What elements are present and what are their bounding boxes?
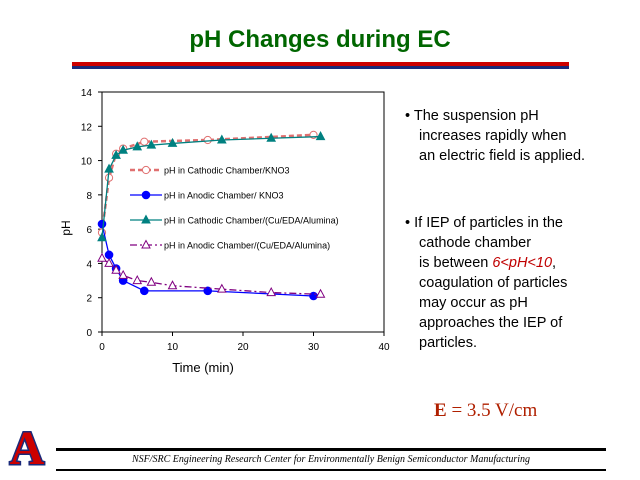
data-point (266, 132, 277, 142)
data-point (97, 232, 107, 242)
data-point (203, 135, 212, 145)
bullet-line: coagulation of particles (419, 275, 568, 291)
logo-letter: A (10, 424, 45, 470)
x-tick-label: 0 (99, 342, 105, 353)
data-point (97, 219, 107, 229)
legend-label: pH in Anodic Chamber/(Cu/EDA/Alumina) (164, 241, 330, 251)
footer-divider-top (56, 448, 606, 451)
data-point (217, 283, 227, 293)
data-point (146, 139, 157, 149)
legend-marker (141, 214, 151, 224)
data-point (315, 288, 326, 298)
bullet-line: increases rapidly when (419, 128, 567, 144)
y-tick-label: 0 (86, 328, 92, 339)
data-point (132, 141, 143, 151)
legend-marker (141, 239, 151, 249)
x-axis-label: Time (min) (172, 360, 234, 375)
legend-label: pH in Anodic Chamber/ KNO3 (164, 191, 284, 201)
data-point (111, 149, 121, 159)
bullet-line: • The suspension pH (405, 108, 539, 124)
x-tick-label: 40 (378, 342, 390, 353)
data-point (167, 280, 178, 290)
y-tick-label: 12 (81, 122, 93, 133)
ph-chart: 0 2 4 6 8 10 12 14 0 10 20 30 40 Time (min) pH pH in Ca… (59, 88, 390, 375)
legend-label: pH in Cathodic Chamber/KNO3 (164, 166, 290, 176)
bullet-line: cathode chamber (419, 235, 532, 251)
data-point (140, 286, 149, 296)
data-point (118, 144, 128, 154)
y-tick-label: 4 (86, 259, 92, 270)
legend-marker (141, 190, 151, 200)
legend-label: pH in Cathodic Chamber/(Cu/EDA/Alumina) (164, 216, 339, 226)
bullet-iep-coagulation: • If IEP of particles in the cathode cha… (405, 213, 567, 353)
data-point (104, 163, 114, 173)
slide-title: pH Changes during EC (189, 26, 451, 53)
y-tick-label: 8 (86, 191, 92, 202)
data-point (118, 269, 128, 279)
series-line (101, 135, 321, 238)
data-point (140, 137, 149, 146)
data-point (167, 137, 178, 147)
highlight-prefix: is between (419, 255, 493, 271)
data-point (111, 264, 121, 274)
highlight-suffix: , (552, 255, 557, 271)
data-point (266, 287, 277, 297)
bullet-line: • If IEP of particles in the (405, 215, 563, 231)
footer-divider-bottom (56, 469, 606, 471)
data-point (203, 286, 213, 296)
data-point (132, 275, 143, 285)
y-tick-label: 14 (81, 88, 93, 99)
ph-range-highlight: 6<pH<10 (492, 255, 553, 271)
title-divider-blue (72, 66, 569, 69)
legend-marker (141, 165, 151, 175)
x-tick-label: 20 (237, 342, 249, 353)
plot-area (101, 91, 385, 333)
data-point (217, 134, 227, 144)
bullet-line-highlight: is between 6<pH<10, (405, 253, 567, 273)
title-divider-red (72, 62, 569, 66)
bullet-line: particles. (419, 335, 478, 351)
field-symbol: E (434, 400, 447, 421)
data-point (104, 257, 114, 267)
data-point (104, 250, 114, 260)
electric-field-label: E = 3.5 V/cm (434, 400, 537, 422)
field-value: = 3.5 V/cm (446, 400, 538, 421)
bullet-ph-increase: • The suspension pH increases rapidly wh… (405, 106, 585, 166)
data-point (97, 252, 107, 262)
footer-text: NSF/SRC Engineering Research Center for … (131, 454, 531, 465)
y-tick-label: 6 (86, 225, 92, 236)
bullet-line: an electric field is applied. (419, 148, 586, 164)
x-tick-label: 30 (308, 342, 320, 353)
series-line (101, 257, 321, 295)
y-tick-label: 2 (86, 294, 92, 305)
y-tick-label: 10 (81, 157, 93, 168)
data-point (315, 131, 326, 141)
university-logo-icon: A (8, 424, 46, 470)
bullet-line: approaches the IEP of (419, 315, 563, 331)
x-tick-label: 10 (167, 342, 179, 353)
data-point (146, 276, 157, 286)
y-axis-label: pH (59, 220, 73, 235)
bullet-line: may occur as pH (419, 295, 528, 311)
